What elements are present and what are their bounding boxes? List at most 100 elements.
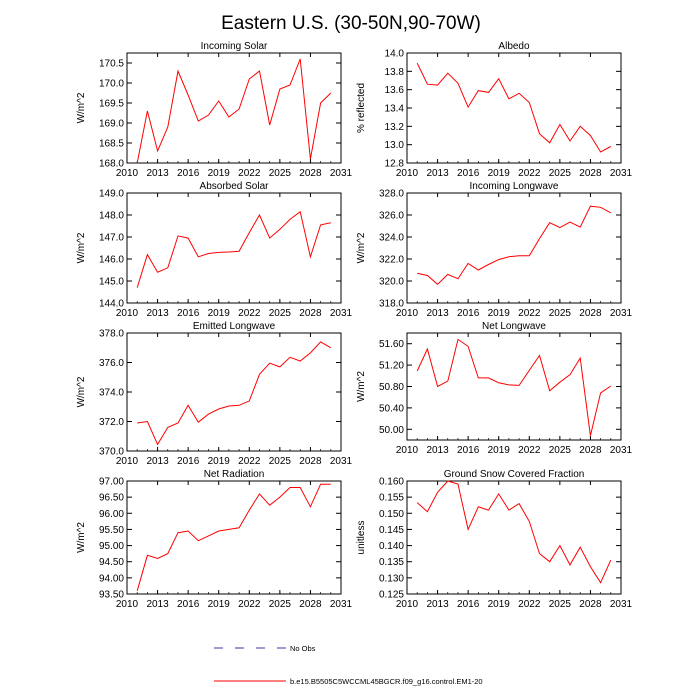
x-tick-label: 2019 xyxy=(488,445,511,456)
y-tick-label: 13.6 xyxy=(385,85,405,96)
x-tick-label: 2013 xyxy=(146,168,169,179)
y-axis-label: W/m^2 xyxy=(76,92,87,123)
y-tick-label: 13.8 xyxy=(385,67,405,78)
x-tick-label: 2022 xyxy=(518,308,541,319)
series-line xyxy=(416,338,612,436)
panel-absorbed-solar: Absorbed Solar W/m^2 2010 2013 2016 2019 2022 2… xyxy=(76,181,353,319)
y-tick-label: 0.125 xyxy=(379,590,404,601)
y-tick-label: 14.0 xyxy=(385,49,405,60)
x-tick-label: 2016 xyxy=(457,445,480,456)
y-tick-label: 13.4 xyxy=(385,104,405,115)
figure-title: Eastern U.S. (30-50N,90-70W) xyxy=(221,13,481,34)
panel-title: Incoming Longwave xyxy=(470,181,559,192)
y-tick-label: 376.0 xyxy=(99,358,124,369)
x-tick-label: 2016 xyxy=(457,168,480,179)
x-tick-label: 2022 xyxy=(238,456,261,467)
y-tick-label: 93.50 xyxy=(99,590,124,601)
x-tick-label: 2031 xyxy=(330,599,353,610)
x-tick-label: 2031 xyxy=(330,456,353,467)
series-line xyxy=(136,58,332,164)
x-tick-label: 2013 xyxy=(426,308,449,319)
x-tick-label: 2013 xyxy=(146,456,169,467)
x-tick-label: 2010 xyxy=(396,168,419,179)
x-tick-label: 2025 xyxy=(269,168,292,179)
y-tick-label: 0.130 xyxy=(379,573,404,584)
y-tick-label: 170.0 xyxy=(99,79,124,90)
x-tick-label: 2019 xyxy=(488,599,511,610)
panel-title: Albedo xyxy=(498,41,530,52)
y-tick-label: 145.0 xyxy=(99,277,124,288)
x-tick-label: 2019 xyxy=(488,308,511,319)
y-tick-label: 0.155 xyxy=(379,493,404,504)
x-tick-label: 2031 xyxy=(610,308,633,319)
panels: Incoming Solar W/m^2 2010 2013 2016 2019 2022 2… xyxy=(76,41,633,610)
panel-ground-snow-covered-fraction: Ground Snow Covered Fraction unitless 2010… xyxy=(356,469,633,610)
y-tick-label: 96.50 xyxy=(99,493,124,504)
x-tick-label: 2022 xyxy=(518,168,541,179)
x-tick-label: 2025 xyxy=(269,456,292,467)
y-tick-label: 372.0 xyxy=(99,417,124,428)
x-tick-label: 2010 xyxy=(396,308,419,319)
y-tick-label: 13.0 xyxy=(385,140,405,151)
y-tick-label: 12.8 xyxy=(385,159,405,170)
series-line xyxy=(416,62,612,153)
y-tick-label: 168.0 xyxy=(99,159,124,170)
y-tick-label: 169.5 xyxy=(99,99,124,110)
x-tick-label: 2019 xyxy=(208,599,231,610)
x-tick-label: 2013 xyxy=(146,599,169,610)
x-tick-label: 2010 xyxy=(116,599,139,610)
y-tick-label: 0.140 xyxy=(379,541,404,552)
y-tick-label: 51.20 xyxy=(379,361,404,372)
plot-frame xyxy=(406,480,622,595)
x-tick-label: 2010 xyxy=(116,168,139,179)
y-tick-label: 378.0 xyxy=(99,329,124,340)
legend-no-obs-label: No Obs xyxy=(290,644,316,653)
y-tick-label: 322.0 xyxy=(379,255,404,266)
panel-net-radiation: Net Radiation W/m^2 2010 2013 2016 2019 2022 20… xyxy=(76,469,353,610)
y-axis-label: W/m^2 xyxy=(76,376,87,407)
y-tick-label: 320.0 xyxy=(379,277,404,288)
x-tick-label: 2028 xyxy=(579,168,602,179)
y-tick-label: 370.0 xyxy=(99,447,124,458)
y-tick-label: 50.80 xyxy=(379,382,404,393)
x-tick-label: 2019 xyxy=(208,308,231,319)
plot-frame xyxy=(126,192,342,304)
panel-incoming-solar: Incoming Solar W/m^2 2010 2013 2016 2019 2022 2… xyxy=(76,41,353,179)
y-axis-label: unitless xyxy=(356,521,367,555)
x-tick-label: 2028 xyxy=(299,168,322,179)
y-tick-label: 50.00 xyxy=(379,425,404,436)
x-tick-label: 2016 xyxy=(177,456,200,467)
x-tick-label: 2028 xyxy=(579,308,602,319)
y-tick-label: 169.0 xyxy=(99,119,124,130)
x-tick-label: 2016 xyxy=(177,308,200,319)
y-tick-label: 318.0 xyxy=(379,299,404,310)
panel-title: Emitted Longwave xyxy=(193,321,276,332)
x-tick-label: 2010 xyxy=(116,308,139,319)
x-tick-label: 2028 xyxy=(299,308,322,319)
panel-incoming-longwave: Incoming Longwave W/m^2 2010 2013 2016 2019 20… xyxy=(356,181,633,319)
y-tick-label: 148.0 xyxy=(99,211,124,222)
panel-title: Ground Snow Covered Fraction xyxy=(444,469,585,480)
y-tick-label: 51.60 xyxy=(379,339,404,350)
x-tick-label: 2013 xyxy=(426,168,449,179)
y-axis-label: W/m^2 xyxy=(356,371,367,402)
x-tick-label: 2022 xyxy=(518,445,541,456)
x-tick-label: 2019 xyxy=(208,168,231,179)
y-axis-label: W/m^2 xyxy=(76,232,87,263)
x-tick-label: 2016 xyxy=(177,599,200,610)
x-tick-label: 2025 xyxy=(549,168,572,179)
legend-model-label: b.e15.B5505C5WCCML45BGCR.f09_g16.control… xyxy=(290,677,483,686)
x-tick-label: 2025 xyxy=(269,308,292,319)
x-tick-label: 2019 xyxy=(208,456,231,467)
series-line xyxy=(136,483,331,591)
plot-frame xyxy=(126,332,342,452)
y-tick-label: 94.50 xyxy=(99,557,124,568)
y-tick-label: 13.2 xyxy=(385,122,405,133)
panel-title: Absorbed Solar xyxy=(200,181,270,192)
x-tick-label: 2028 xyxy=(299,599,322,610)
x-tick-label: 2016 xyxy=(457,308,480,319)
x-tick-label: 2031 xyxy=(610,168,633,179)
x-tick-label: 2013 xyxy=(426,445,449,456)
x-tick-label: 2025 xyxy=(549,599,572,610)
